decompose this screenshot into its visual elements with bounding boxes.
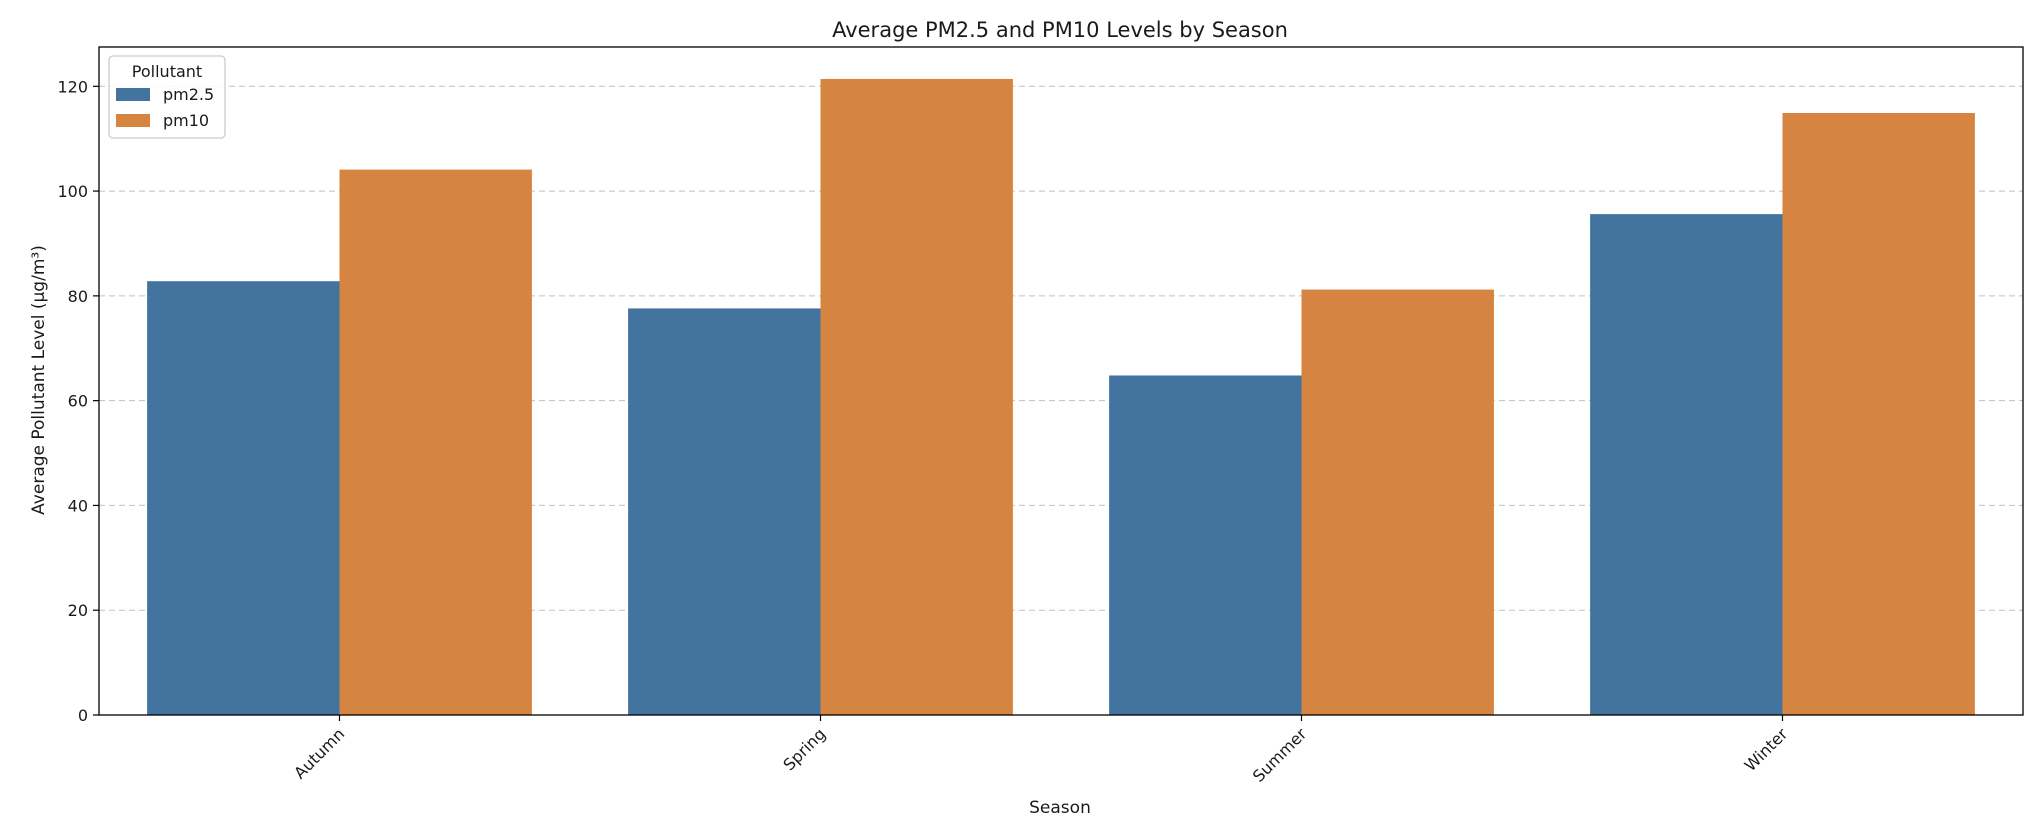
bar-pm25-winter bbox=[1590, 214, 1783, 715]
y-tick-label: 0 bbox=[78, 706, 88, 725]
y-tick-label: 100 bbox=[57, 182, 88, 201]
x-tick-label-summer: Summer bbox=[1249, 724, 1311, 786]
bar-pm25-spring bbox=[628, 308, 821, 715]
y-tick-label: 20 bbox=[68, 601, 88, 620]
chart-title: Average PM2.5 and PM10 Levels by Season bbox=[832, 18, 1288, 42]
bar-pm10-summer bbox=[1301, 289, 1494, 715]
legend-label-pm10: pm10 bbox=[163, 111, 209, 130]
y-tick-label: 60 bbox=[68, 392, 88, 411]
bar-pm10-spring bbox=[820, 78, 1013, 715]
y-tick-label: 40 bbox=[68, 496, 88, 515]
bar-pm25-summer bbox=[1109, 375, 1302, 715]
bars-layer bbox=[147, 78, 1975, 716]
bar-pm25-autumn bbox=[147, 281, 340, 715]
plot-frame bbox=[98, 46, 2024, 716]
legend-title: Pollutant bbox=[132, 62, 202, 81]
legend-entries: pm2.5 pm10 bbox=[116, 85, 214, 130]
x-axis-label: Season bbox=[1029, 798, 1091, 818]
legend-swatch-pm10 bbox=[116, 114, 150, 127]
bar-pm10-winter bbox=[1782, 113, 1975, 716]
x-tick-label-winter: Winter bbox=[1741, 724, 1792, 775]
y-axis-label: Average Pollutant Level (µg/m³) bbox=[29, 245, 49, 515]
bar-pm10-autumn bbox=[339, 169, 532, 715]
y-tick-label: 120 bbox=[57, 77, 88, 96]
legend-swatch-pm25 bbox=[116, 88, 150, 101]
legend-label-pm25: pm2.5 bbox=[163, 85, 214, 104]
x-tick-label-spring: Spring bbox=[779, 724, 829, 774]
y-tick-label: 80 bbox=[68, 287, 88, 306]
x-tick-label-autumn: Autumn bbox=[290, 724, 348, 782]
legend: Pollutant pm2.5 pm10 bbox=[108, 55, 226, 139]
